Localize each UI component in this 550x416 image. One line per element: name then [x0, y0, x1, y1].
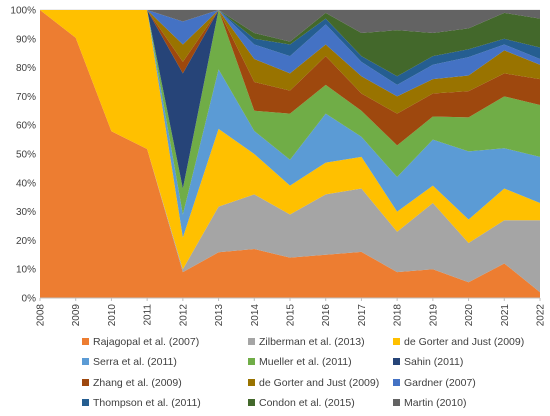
y-tick-label: 0%: [22, 294, 37, 305]
area-series-3: [40, 10, 540, 238]
x-tick-label: 2021: [500, 304, 511, 327]
legend-label: Thompson et al. (2011): [93, 397, 201, 409]
y-tick-label: 100%: [10, 6, 36, 17]
y-tick-label: 80%: [16, 63, 36, 74]
x-tick-label: 2015: [286, 304, 297, 327]
legend-swatch: [393, 379, 400, 386]
legend-swatch: [248, 358, 255, 365]
area-series-8: [40, 10, 540, 97]
area-series-10: [40, 10, 540, 77]
legend-label: Condon et al. (2015): [259, 397, 355, 409]
y-tick-label: 50%: [16, 150, 36, 161]
legend: Rajagopal et al. (2007) Zilberman et al. …: [82, 336, 524, 409]
legend-item: Zhang et al. (2009): [82, 377, 182, 389]
legend-swatch: [82, 399, 89, 406]
legend-item: Martin (2010): [393, 397, 466, 409]
x-tick-label: 2016: [321, 304, 332, 327]
x-tick-label: 2012: [178, 304, 189, 327]
area-series-11: [40, 10, 540, 42]
legend-item: Gardner (2007): [393, 377, 476, 389]
legend-swatch: [82, 379, 89, 386]
legend-item: Mueller et al. (2011): [248, 356, 352, 368]
legend-swatch: [393, 358, 400, 365]
area-series-5: [40, 10, 540, 189]
legend-label: Mueller et al. (2011): [259, 356, 352, 368]
y-tick-label: 30%: [16, 207, 36, 218]
axes: [39, 297, 541, 301]
y-tick-label: 20%: [16, 236, 36, 247]
x-tick-labels: 2008 2009 2010 2011 2012 2013 2014 2015 2016 2017…: [36, 304, 547, 327]
area-series-2: [40, 10, 540, 270]
x-tick-label: 2008: [36, 304, 47, 327]
area-series-6: [40, 10, 540, 146]
legend-label: Sahin (2011): [404, 356, 463, 368]
x-tick-label: 2020: [464, 304, 475, 327]
legend-label: Zilberman et al. (2013): [259, 336, 365, 348]
legend-item: Rajagopal et al. (2007): [82, 336, 199, 348]
y-tick-label: 70%: [16, 92, 36, 103]
legend-item: Zilberman et al. (2013): [248, 336, 365, 348]
legend-label: Rajagopal et al. (2007): [93, 336, 199, 348]
legend-swatch: [393, 399, 400, 406]
legend-item: Sahin (2011): [393, 356, 463, 368]
area-series-9: [40, 10, 540, 85]
legend-label: Martin (2010): [404, 397, 466, 409]
x-tick-label: 2011: [143, 304, 154, 326]
legend-label: Serra et al. (2011): [93, 356, 177, 368]
legend-item: de Gorter and Just (2009): [248, 377, 379, 389]
y-tick-label: 90%: [16, 34, 36, 45]
x-tick-label: 2018: [393, 304, 404, 327]
legend-swatch: [248, 338, 255, 345]
legend-swatch: [393, 338, 400, 345]
legend-item: Condon et al. (2015): [248, 397, 355, 409]
x-tick-label: 2022: [536, 304, 547, 327]
area-series-0: [40, 10, 540, 298]
x-tick-label: 2010: [107, 304, 118, 327]
x-tick-label: 2014: [250, 304, 261, 327]
area-series-1: [40, 10, 540, 293]
legend-swatch: [248, 379, 255, 386]
y-tick-label: 60%: [16, 121, 36, 132]
x-tick-label: 2019: [428, 304, 439, 327]
x-tick-label: 2013: [214, 304, 225, 327]
legend-item: Thompson et al. (2011): [82, 397, 201, 409]
y-tick-labels: 0% 10% 20% 30% 40% 50% 60% 70% 80% 90% 100%: [10, 6, 36, 305]
legend-item: Serra et al. (2011): [82, 356, 177, 368]
stacked-areas: [40, 10, 540, 298]
y-tick-label: 40%: [16, 178, 36, 189]
y-tick-label: 10%: [16, 265, 36, 276]
x-tick-label: 2009: [71, 304, 82, 327]
legend-swatch: [82, 338, 89, 345]
legend-swatch: [82, 358, 89, 365]
legend-label: Gardner (2007): [404, 377, 476, 389]
legend-item: de Gorter and Just (2009): [393, 336, 524, 348]
legend-label: de Gorter and Just (2009): [404, 336, 524, 348]
legend-swatch: [248, 399, 255, 406]
legend-label: Zhang et al. (2009): [93, 377, 182, 389]
x-tick-label: 2017: [357, 304, 368, 327]
legend-label: de Gorter and Just (2009): [259, 377, 379, 389]
